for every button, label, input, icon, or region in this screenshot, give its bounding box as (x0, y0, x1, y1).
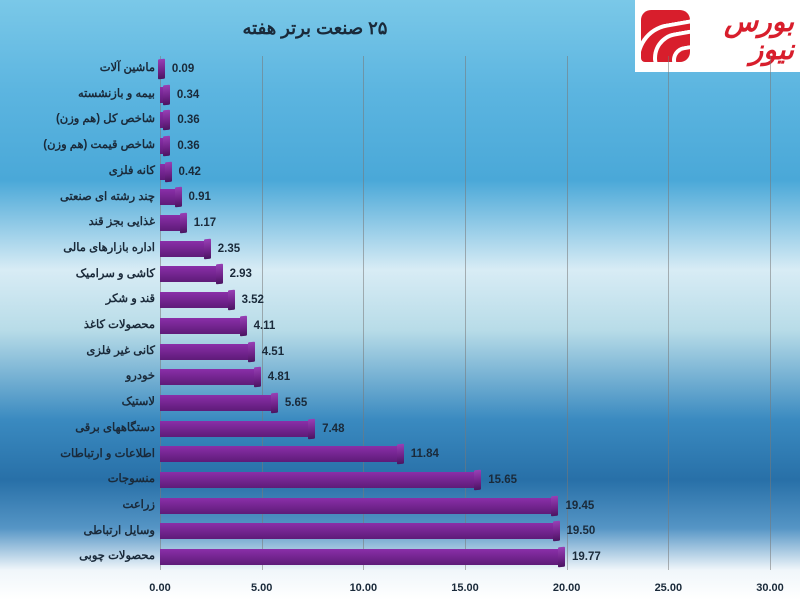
value-label: 0.09 (172, 63, 194, 75)
category-label: خودرو (0, 371, 155, 383)
value-label: 2.35 (218, 243, 240, 255)
x-tick-label: 0.00 (149, 582, 170, 594)
logo-icon (641, 10, 690, 62)
bar-row: خودرو4.81 (160, 364, 770, 390)
category-label: ماشین آلات (0, 63, 155, 75)
bar-row: ماشین آلات0.09 (160, 56, 770, 82)
bar-row: اطلاعات و ارتباطات11.84 (160, 442, 770, 468)
bar (160, 61, 162, 77)
bar (160, 395, 275, 411)
bar (160, 215, 184, 231)
value-label: 0.34 (177, 89, 199, 101)
category-label: زراعت (0, 500, 155, 512)
bar (160, 369, 258, 385)
value-label: 4.51 (262, 346, 284, 358)
grid-line (770, 56, 771, 570)
bar-chart: ماشین آلات0.09بیمه و بازنشسته0.34شاخص کل… (0, 56, 800, 600)
value-label: 19.45 (565, 500, 594, 512)
category-label: غذایی بجز قند (0, 217, 155, 229)
bar-row: کانه فلزی0.42 (160, 159, 770, 185)
bar-row: محصولات کاغذ4.11 (160, 313, 770, 339)
plot-area: ماشین آلات0.09بیمه و بازنشسته0.34شاخص کل… (160, 56, 770, 570)
bar (160, 266, 220, 282)
x-tick-label: 20.00 (553, 582, 581, 594)
category-label: کانی غیر فلزی (0, 346, 155, 358)
category-label: دستگاههای برقی (0, 423, 155, 435)
bar-row: دستگاههای برقی7.48 (160, 416, 770, 442)
bar (160, 112, 167, 128)
category-label: محصولات کاغذ (0, 320, 155, 332)
category-label: شاخص قیمت (هم وزن) (0, 140, 155, 152)
value-label: 11.84 (411, 448, 439, 460)
x-tick-label: 30.00 (756, 582, 784, 594)
category-label: کاشی و سرامیک (0, 269, 155, 281)
value-label: 19.77 (572, 551, 601, 563)
bar-row: لاستیک5.65 (160, 390, 770, 416)
bar (160, 292, 232, 308)
x-tick-label: 25.00 (655, 582, 683, 594)
bar-row: محصولات چوبی19.77 (160, 544, 770, 570)
category-label: اداره بازارهای مالی (0, 243, 155, 255)
bar-row: وسایل ارتباطی19.50 (160, 519, 770, 545)
bar (160, 549, 562, 565)
bar-row: کاشی و سرامیک2.93 (160, 262, 770, 288)
value-label: 5.65 (285, 397, 307, 409)
bar (160, 421, 312, 437)
bar-row: شاخص کل (هم وزن)0.36 (160, 107, 770, 133)
bar (160, 318, 244, 334)
bar (160, 189, 179, 205)
bar (160, 138, 167, 154)
value-label: 0.36 (177, 140, 199, 152)
value-label: 19.50 (567, 525, 596, 537)
value-label: 2.93 (230, 268, 252, 280)
chart-title: ۲۵ صنعت برتر هفته (0, 18, 630, 39)
category-label: اطلاعات و ارتباطات (0, 449, 155, 461)
bar-row: شاخص قیمت (هم وزن)0.36 (160, 133, 770, 159)
category-label: کانه فلزی (0, 166, 155, 178)
category-label: بیمه و بازنشسته (0, 89, 155, 101)
x-tick-label: 10.00 (350, 582, 378, 594)
bar-row: کانی غیر فلزی4.51 (160, 339, 770, 365)
bar-row: اداره بازارهای مالی2.35 (160, 236, 770, 262)
bar (160, 472, 478, 488)
bar-row: زراعت19.45 (160, 493, 770, 519)
x-tick-label: 5.00 (251, 582, 272, 594)
bar (160, 164, 169, 180)
value-label: 1.17 (194, 217, 216, 229)
value-label: 0.36 (177, 114, 199, 126)
value-label: 3.52 (242, 294, 264, 306)
bar (160, 446, 401, 462)
bar (160, 241, 208, 257)
bar-row: بیمه و بازنشسته0.34 (160, 82, 770, 108)
value-label: 0.42 (179, 166, 201, 178)
category-label: قند و شکر (0, 294, 155, 306)
value-label: 7.48 (322, 423, 344, 435)
value-label: 4.81 (268, 371, 290, 383)
category-label: شاخص کل (هم وزن) (0, 114, 155, 126)
bar (160, 87, 167, 103)
category-label: لاستیک (0, 397, 155, 409)
category-label: محصولات چوبی (0, 551, 155, 563)
category-label: چند رشته ای صنعتی (0, 192, 155, 204)
x-axis: 0.005.0010.0015.0020.0025.0030.00 (160, 574, 770, 594)
bar (160, 523, 557, 539)
bar (160, 498, 555, 514)
category-label: وسایل ارتباطی (0, 526, 155, 538)
bar-row: غذایی بجز قند1.17 (160, 210, 770, 236)
x-tick-label: 15.00 (451, 582, 479, 594)
value-label: 15.65 (488, 474, 517, 486)
category-label: منسوجات (0, 474, 155, 486)
value-label: 4.11 (254, 320, 276, 332)
bar-row: منسوجات15.65 (160, 467, 770, 493)
bar (160, 344, 252, 360)
bar-row: چند رشته ای صنعتی0.91 (160, 185, 770, 211)
bar-row: قند و شکر3.52 (160, 287, 770, 313)
value-label: 0.91 (189, 191, 211, 203)
